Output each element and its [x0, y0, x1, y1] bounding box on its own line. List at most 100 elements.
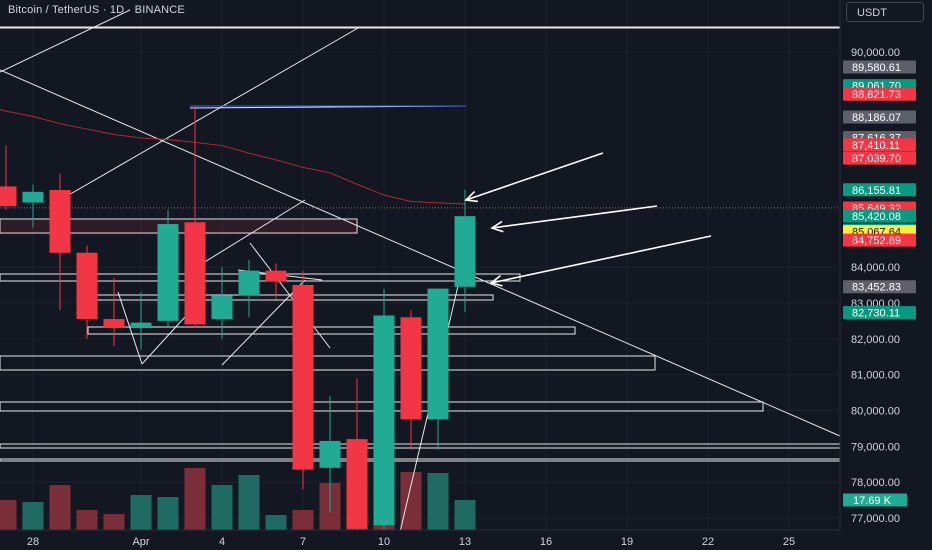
price-label-bg	[843, 183, 916, 197]
candle	[49, 173, 71, 311]
price-label: 88,821.73	[843, 87, 916, 101]
arrow-shaft	[465, 152, 604, 201]
price-tick-label: 80,000.00	[851, 405, 900, 417]
candle-body	[211, 295, 233, 320]
volume-label-bg	[843, 493, 907, 507]
candle-body	[238, 270, 260, 296]
price-axis: 90,000.0084,000.0083,000.0082,000.0081,0…	[839, 0, 932, 550]
trend-line	[0, 69, 841, 437]
candle	[400, 310, 422, 450]
arrow-head	[464, 190, 479, 203]
candle	[103, 277, 125, 346]
zone-rectangle	[0, 355, 656, 371]
price-label-bg	[843, 60, 916, 74]
time-tick-label: 19	[621, 536, 633, 548]
candle-body	[0, 186, 17, 207]
volume-bar	[157, 497, 179, 530]
candle-body	[22, 191, 44, 203]
arrow-head	[489, 275, 503, 287]
price-tick-label: 90,000.00	[851, 47, 900, 59]
arrow-shaft	[491, 205, 658, 229]
price-label-text: 86,155.81	[852, 185, 901, 197]
volume-bar	[400, 472, 422, 530]
currency-selector[interactable]: USDT	[846, 2, 924, 22]
price-label-text: 89,580.61	[852, 62, 901, 74]
price-label: 84,752.89	[843, 233, 916, 247]
annotation-arrows	[464, 152, 712, 287]
candle	[265, 263, 287, 300]
candle	[211, 267, 233, 339]
price-label-text: 87,410.11	[852, 140, 900, 152]
trend-line	[0, 9, 131, 73]
time-tick-label: 4	[219, 536, 225, 548]
price-tick-label: 81,000.00	[851, 370, 900, 382]
candle-body	[265, 270, 287, 282]
candle	[319, 396, 341, 513]
trend-line	[249, 242, 331, 349]
price-label-text: 88,186.07	[852, 112, 901, 124]
trend-line	[221, 279, 306, 366]
price-label: 82,730.11	[843, 306, 916, 320]
volume-bar	[427, 473, 449, 530]
candle-body	[454, 216, 476, 287]
volume-bar	[184, 468, 206, 530]
time-tick-label: 22	[702, 536, 714, 548]
candle	[0, 145, 17, 210]
volume-bar	[0, 500, 17, 530]
time-axis: 28 Apr 4 7 10 13 16 19 22 25	[0, 529, 840, 550]
candle	[373, 288, 395, 533]
candle-body	[373, 315, 395, 526]
volume-bar	[103, 514, 125, 530]
time-tick-label: 25	[783, 536, 795, 548]
candle-body	[427, 288, 449, 420]
price-tick-label: 77,000.00	[851, 513, 900, 525]
price-label-text: 83,452.83	[852, 282, 901, 294]
candle-body	[157, 224, 179, 321]
price-label: 88,186.07	[843, 110, 916, 124]
time-tick-label: Apr	[132, 536, 149, 548]
candle-body	[76, 252, 98, 320]
price-label-bg	[843, 87, 916, 101]
trend-line	[59, 27, 359, 201]
candle-body	[130, 322, 152, 329]
candle	[292, 270, 314, 490]
price-label: 83,452.83	[843, 280, 916, 294]
time-tick-label: 7	[300, 536, 306, 548]
candle	[346, 378, 368, 536]
time-tick-label: 10	[378, 536, 390, 548]
candle	[130, 292, 152, 350]
volume-bar	[49, 485, 71, 530]
volume-bar	[76, 510, 98, 530]
candle	[184, 105, 206, 329]
volume-bar	[211, 485, 233, 530]
candle-body	[346, 439, 368, 529]
time-tick-label: 13	[459, 536, 471, 548]
volume-bar	[454, 500, 476, 530]
zone-rectangle	[0, 26, 841, 29]
price-label: 85,420.08	[843, 209, 916, 223]
time-tick-label: 28	[27, 536, 39, 548]
arrow-shaft	[490, 235, 712, 284]
candle	[427, 288, 449, 450]
volume-bar	[265, 515, 287, 530]
volume-bar	[292, 510, 314, 530]
price-tick-label: 84,000.00	[851, 262, 900, 274]
candle	[22, 184, 44, 228]
candle-body	[184, 222, 206, 325]
volume-label-text: 17.69 K	[853, 495, 892, 507]
trend-line	[117, 291, 143, 365]
price-label-bg	[843, 151, 916, 165]
candle-body	[292, 285, 314, 470]
price-tick-label: 78,000.00	[851, 477, 900, 489]
price-label-text: 85,420.08	[852, 211, 901, 223]
zone-rectangle	[87, 326, 576, 335]
price-label-bg	[843, 110, 916, 124]
candle	[454, 190, 476, 312]
candles	[0, 105, 476, 536]
price-label-bg	[843, 138, 916, 152]
price-label-text: 87,039.70	[852, 153, 901, 165]
trend-line	[194, 199, 306, 269]
candle-body	[103, 319, 125, 329]
price-label-text: 88,821.73	[852, 89, 901, 101]
